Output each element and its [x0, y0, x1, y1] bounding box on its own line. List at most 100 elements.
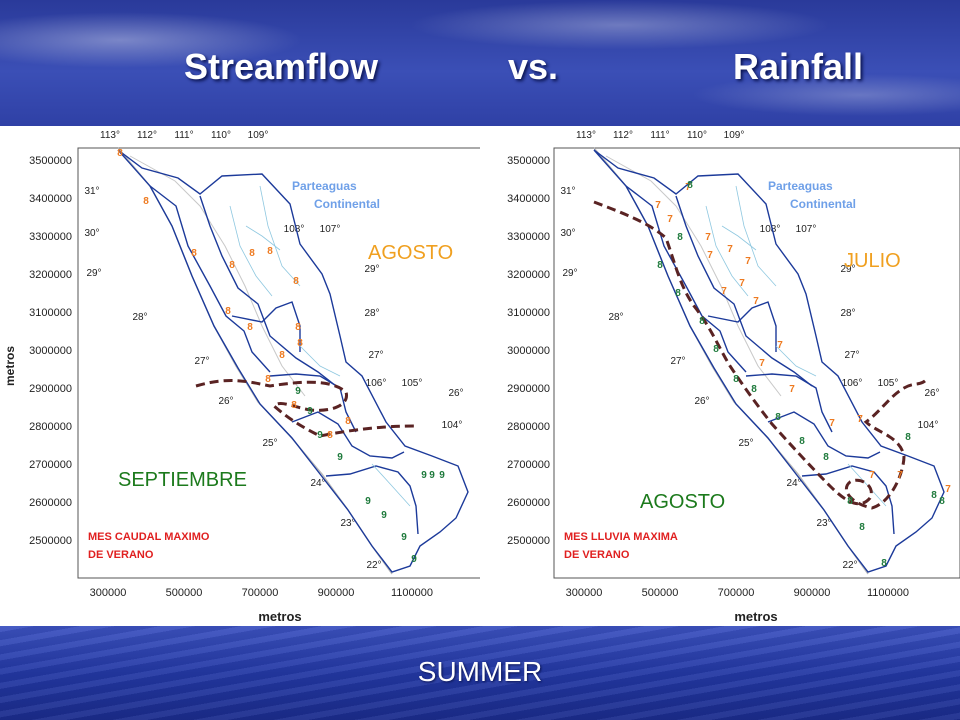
streamflow-map: 3500000 3400000 3300000 3200000 3100000 …: [3, 130, 485, 624]
y-tick: 2700000: [507, 459, 550, 471]
basin-outline: [745, 373, 833, 433]
lat-label: 30°: [560, 228, 575, 239]
lat-label: 31°: [560, 186, 575, 197]
lon-label: 109°: [248, 130, 269, 141]
month-digit: 8: [267, 246, 273, 257]
x-axis-label: metros: [734, 609, 777, 624]
month-digit: 8: [327, 430, 333, 441]
lon-label: 111°: [650, 130, 669, 141]
y-tick: 2600000: [507, 497, 550, 509]
lat-label: 26°: [924, 388, 939, 399]
month-digit: 7: [753, 296, 759, 307]
divide-label: Parteaguas: [768, 179, 833, 193]
y-tick: 3400000: [29, 193, 72, 205]
month-digit: 8: [847, 496, 853, 507]
lat-label: 27°: [844, 350, 859, 361]
month-digit: 7: [685, 182, 691, 193]
y-tick: 2800000: [507, 421, 550, 433]
month-digit: 9: [439, 470, 445, 481]
lon-label: 110°: [211, 130, 231, 141]
lat-label: 29°: [840, 264, 855, 275]
caption-line-2: DE VERANO: [88, 549, 154, 561]
month-digit: 9: [295, 386, 301, 397]
title-vs: vs.: [508, 46, 559, 87]
lon-label: 107°: [320, 224, 341, 235]
month-digit: 9: [317, 430, 323, 441]
month-digit: 8: [247, 322, 253, 333]
month-boundary: [593, 200, 928, 510]
basin-outline: [801, 465, 895, 535]
month-digit: 9: [421, 470, 427, 481]
lat-label: 27°: [194, 356, 209, 367]
month-digit: 9: [337, 452, 343, 463]
y-tick: 3000000: [29, 345, 72, 357]
y-tick: 2900000: [29, 383, 72, 395]
month-digit: 7: [745, 256, 751, 267]
basin-outline: [149, 185, 271, 373]
lat-label: 24°: [786, 478, 801, 489]
state-border: [605, 155, 782, 397]
divide-label: Continental: [314, 197, 380, 211]
lon-label: 106°: [366, 378, 387, 389]
region-label-north: JULIO: [844, 250, 901, 272]
basin-outline: [675, 195, 813, 387]
y-tick: 3500000: [507, 155, 550, 167]
stream: [245, 225, 281, 251]
month-digit: 8: [881, 558, 887, 569]
y-axis-label: metros: [3, 346, 17, 386]
y-tick: 3300000: [29, 231, 72, 243]
lat-label: 29°: [562, 268, 577, 279]
month-digit: 8: [859, 522, 865, 533]
month-digit: 7: [705, 232, 711, 243]
x-tick: 900000: [794, 587, 831, 599]
stream: [775, 345, 817, 377]
month-digit: 9: [401, 532, 407, 543]
lat-label: 31°: [84, 186, 99, 197]
caption-line-2: DE VERANO: [564, 549, 630, 561]
region-label-south: AGOSTO: [640, 491, 725, 513]
month-digit: 7: [721, 286, 727, 297]
month-digit: 8: [931, 490, 937, 501]
lon-label: 104°: [442, 420, 463, 431]
sea-background: [0, 626, 960, 720]
month-digit: 9: [429, 470, 435, 481]
title-streamflow: Streamflow: [184, 46, 379, 87]
month-digit: 8: [295, 322, 301, 333]
month-digit: 9: [411, 554, 417, 565]
month-digit: 8: [291, 400, 297, 411]
state-border: [129, 155, 306, 397]
month-digit: 8: [297, 338, 303, 349]
month-digit: 7: [897, 470, 903, 481]
lat-label: 25°: [262, 438, 277, 449]
region-label-north: AGOSTO: [368, 242, 453, 264]
y-tick: 2900000: [507, 383, 550, 395]
month-digit: 8: [657, 260, 663, 271]
basin-outline: [325, 465, 419, 535]
x-tick: 500000: [642, 587, 679, 599]
y-tick: 2600000: [29, 497, 72, 509]
month-digit: 8: [939, 496, 945, 507]
month-digit: 8: [225, 306, 231, 317]
basin-outline: [625, 185, 747, 373]
month-digit: 8: [675, 288, 681, 299]
month-digit: 7: [707, 250, 713, 261]
basin-outline: [231, 301, 301, 352]
x-tick: 300000: [566, 587, 603, 599]
month-digit: 7: [727, 244, 733, 255]
basin-outline: [117, 149, 469, 573]
lat-label: 28°: [608, 312, 623, 323]
lon-label: 106°: [842, 378, 863, 389]
divide-label: Continental: [790, 197, 856, 211]
lon-label: 108°: [284, 224, 305, 235]
x-axis-label: metros: [258, 609, 301, 624]
stream: [299, 345, 341, 377]
month-digit: 8: [733, 374, 739, 385]
lat-label: 28°: [840, 308, 855, 319]
lon-label: 109°: [724, 130, 745, 141]
month-digit: 7: [857, 414, 863, 425]
y-tick: 3400000: [507, 193, 550, 205]
lon-label: 112°: [137, 130, 157, 141]
y-tick: 3500000: [29, 155, 72, 167]
stream: [721, 225, 757, 251]
month-digit: 8: [699, 316, 705, 327]
